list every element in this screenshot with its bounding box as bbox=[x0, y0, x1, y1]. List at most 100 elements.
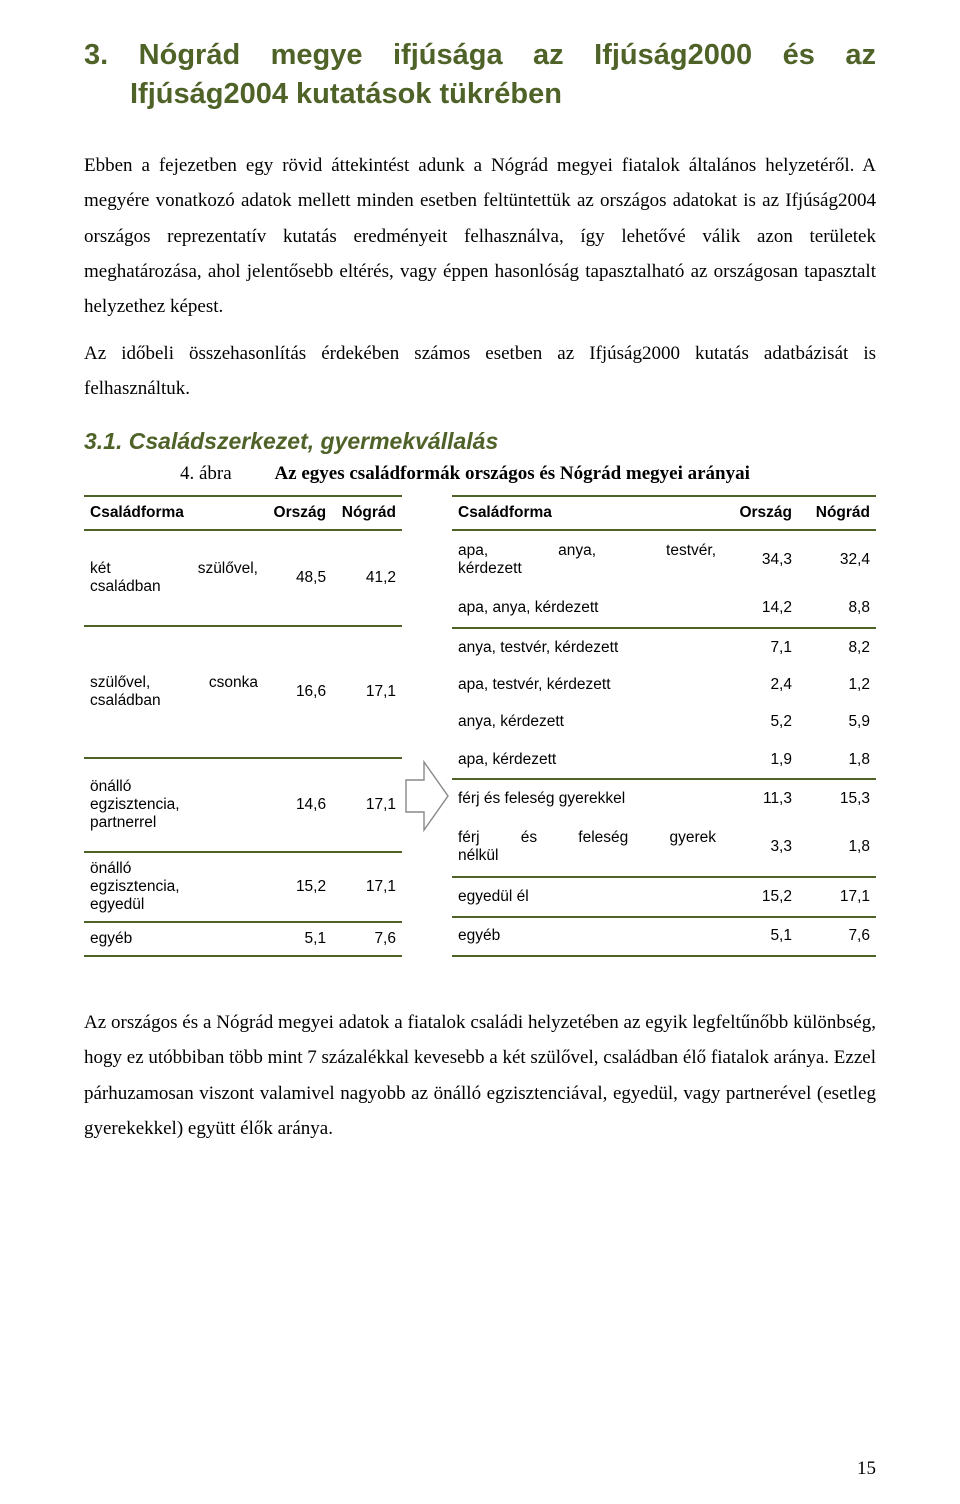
table-row: egyedül él 15,2 17,1 bbox=[452, 877, 876, 917]
cell: önálló bbox=[90, 860, 258, 878]
cell: családban bbox=[90, 578, 161, 595]
table-row: szülővel, csonka családban 16,6 17,1 bbox=[84, 626, 402, 758]
t: az bbox=[845, 36, 876, 75]
table-row: apa, anya, testvér, kérdezett 34,3 32,4 bbox=[452, 530, 876, 589]
figure-ordinal: 4. ábra bbox=[180, 463, 270, 484]
paragraph-1: Ebben a fejezetben egy rövid áttekintést… bbox=[84, 148, 876, 324]
cell: anya, bbox=[558, 542, 596, 560]
cell: 17,1 bbox=[332, 626, 402, 758]
cell: családban bbox=[90, 692, 161, 709]
arrow-icon bbox=[402, 495, 452, 957]
figure-caption: 4. ábra Az egyes családformák országos é… bbox=[180, 463, 876, 485]
cell: 32,4 bbox=[798, 530, 876, 589]
cell: 17,1 bbox=[332, 852, 402, 922]
cell: 48,5 bbox=[264, 530, 332, 626]
paragraph-2: Az időbeli összehasonlítás érdekében szá… bbox=[84, 336, 876, 406]
cell: 14,2 bbox=[722, 590, 798, 628]
cell: testvér, bbox=[666, 542, 716, 560]
tables-container: Családforma Ország Nógrád két szülővel, c… bbox=[84, 495, 876, 957]
cell: 15,2 bbox=[264, 852, 332, 922]
cell: 5,9 bbox=[798, 704, 876, 741]
t: Nógrád bbox=[139, 36, 241, 75]
cell: 1,9 bbox=[722, 741, 798, 779]
th-family-form: Családforma bbox=[452, 496, 722, 530]
th-family-form: Családforma bbox=[84, 496, 264, 530]
table-row: önálló egzisztencia, egyedül 15,2 17,1 bbox=[84, 852, 402, 922]
subheading: 3.1. Családszerkezet, gyermekvállalás bbox=[84, 428, 876, 455]
right-table: Családforma Ország Nógrád apa, anya, tes… bbox=[452, 495, 876, 957]
table-row: férj és feleség gyerekkel 11,3 15,3 bbox=[452, 779, 876, 817]
cell: 15,2 bbox=[722, 877, 798, 917]
cell: csonka bbox=[209, 674, 258, 692]
cell: egyéb bbox=[452, 917, 722, 957]
cell: 11,3 bbox=[722, 779, 798, 817]
cell: egyedül bbox=[90, 896, 258, 914]
cell: nélkül bbox=[458, 847, 499, 864]
cell: 1,2 bbox=[798, 666, 876, 703]
cell: és bbox=[521, 829, 537, 847]
cell: 15,3 bbox=[798, 779, 876, 817]
table-row: anya, testvér, kérdezett 7,1 8,2 bbox=[452, 628, 876, 666]
table-row: férj és feleség gyerek nélkül 3,3 1,8 bbox=[452, 818, 876, 877]
t: és bbox=[783, 36, 815, 75]
cell: gyerek bbox=[669, 829, 716, 847]
cell: 2,4 bbox=[722, 666, 798, 703]
th-country: Ország bbox=[264, 496, 332, 530]
cell: egzisztencia, bbox=[90, 796, 258, 814]
cell: férj és feleség gyerekkel bbox=[452, 779, 722, 817]
cell: szülővel, bbox=[90, 674, 150, 692]
cell: feleség bbox=[578, 829, 628, 847]
cell: 7,6 bbox=[332, 922, 402, 956]
t: Ifjúság2000 bbox=[594, 36, 752, 75]
cell: 1,8 bbox=[798, 818, 876, 877]
paragraph-3: Az országos és a Nógrád megyei adatok a … bbox=[84, 1005, 876, 1146]
th-nograd: Nógrád bbox=[332, 496, 402, 530]
cell: 8,2 bbox=[798, 628, 876, 666]
cell: 3,3 bbox=[722, 818, 798, 877]
cell: anya, kérdezett bbox=[452, 704, 722, 741]
figure-title: Az egyes családformák országos és Nógrád… bbox=[274, 463, 749, 484]
t: 3. bbox=[84, 36, 108, 75]
cell: apa, testvér, kérdezett bbox=[452, 666, 722, 703]
table-row: egyéb 5,1 7,6 bbox=[84, 922, 402, 956]
table-row: apa, kérdezett 1,9 1,8 bbox=[452, 741, 876, 779]
cell: anya, testvér, kérdezett bbox=[452, 628, 722, 666]
cell: két bbox=[90, 560, 111, 578]
cell: 1,8 bbox=[798, 741, 876, 779]
cell: egyéb bbox=[84, 922, 264, 956]
cell: önálló bbox=[90, 778, 258, 796]
cell: 17,1 bbox=[798, 877, 876, 917]
table-row: két szülővel, családban 48,5 41,2 bbox=[84, 530, 402, 626]
cell: 34,3 bbox=[722, 530, 798, 589]
cell: 5,1 bbox=[264, 922, 332, 956]
cell: kérdezett bbox=[458, 560, 522, 577]
cell: apa, kérdezett bbox=[452, 741, 722, 779]
cell: 5,2 bbox=[722, 704, 798, 741]
cell: 5,1 bbox=[722, 917, 798, 957]
cell: 16,6 bbox=[264, 626, 332, 758]
cell: 14,6 bbox=[264, 758, 332, 852]
table-row: önálló egzisztencia, partnerrel 14,6 17,… bbox=[84, 758, 402, 852]
t: az bbox=[533, 36, 564, 75]
cell: egzisztencia, bbox=[90, 878, 258, 896]
t: megye bbox=[271, 36, 363, 75]
cell: egyedül él bbox=[452, 877, 722, 917]
th-nograd: Nógrád bbox=[798, 496, 876, 530]
cell: 41,2 bbox=[332, 530, 402, 626]
cell: férj bbox=[458, 829, 480, 847]
cell: 8,8 bbox=[798, 590, 876, 628]
t: ifjúsága bbox=[393, 36, 503, 75]
chapter-title: 3. Nógrád megye ifjúsága az Ifjúság2000 … bbox=[84, 36, 876, 114]
cell: 17,1 bbox=[332, 758, 402, 852]
table-row: apa, anya, kérdezett 14,2 8,8 bbox=[452, 590, 876, 628]
table-row: egyéb 5,1 7,6 bbox=[452, 917, 876, 957]
cell: 7,1 bbox=[722, 628, 798, 666]
cell: szülővel, bbox=[198, 560, 258, 578]
chapter-title-line2: Ifjúság2004 kutatások tükrében bbox=[84, 75, 876, 114]
page-number: 15 bbox=[857, 1458, 876, 1480]
table-row: apa, testvér, kérdezett 2,4 1,2 bbox=[452, 666, 876, 703]
cell: 7,6 bbox=[798, 917, 876, 957]
cell: partnerrel bbox=[90, 814, 258, 832]
left-table: Családforma Ország Nógrád két szülővel, c… bbox=[84, 495, 402, 957]
cell: apa, anya, kérdezett bbox=[452, 590, 722, 628]
